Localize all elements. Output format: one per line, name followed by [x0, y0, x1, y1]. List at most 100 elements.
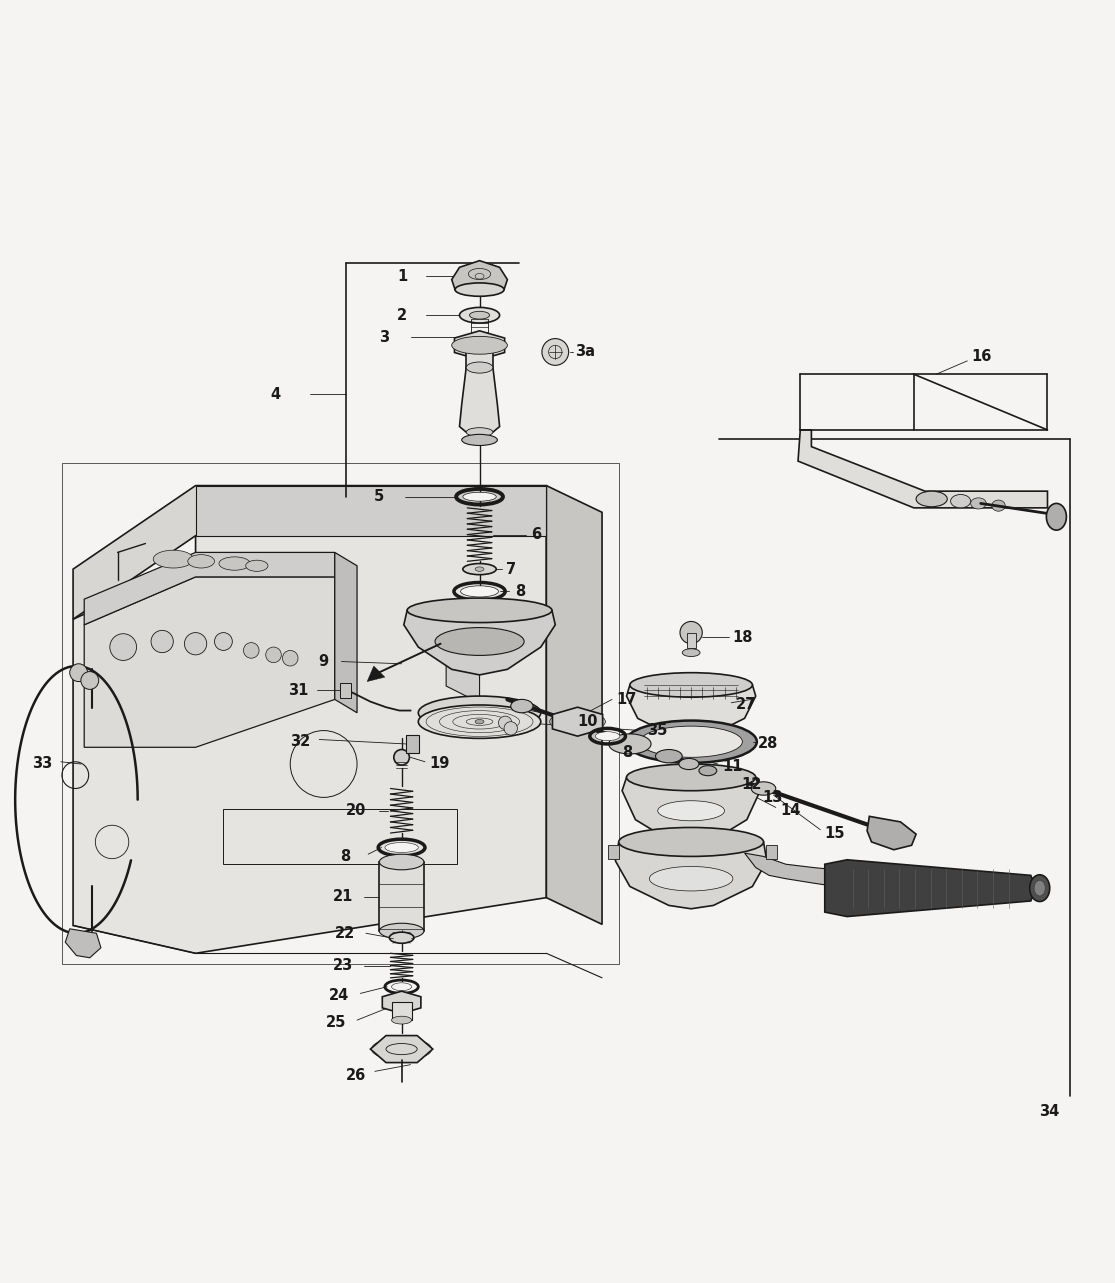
Bar [608, 845, 619, 858]
Ellipse shape [699, 766, 717, 776]
Ellipse shape [752, 781, 776, 795]
Text: 31: 31 [288, 683, 309, 698]
Text: 8: 8 [622, 745, 632, 761]
Circle shape [214, 633, 232, 650]
Ellipse shape [679, 758, 699, 770]
Ellipse shape [455, 284, 504, 296]
Ellipse shape [153, 550, 193, 568]
Text: 7: 7 [506, 562, 516, 576]
Ellipse shape [466, 362, 493, 373]
Circle shape [243, 643, 259, 658]
Ellipse shape [971, 498, 987, 509]
Text: 15: 15 [825, 825, 845, 840]
Text: 14: 14 [780, 803, 801, 819]
Bar [223, 808, 457, 865]
Text: 5: 5 [374, 489, 384, 504]
Ellipse shape [460, 586, 498, 597]
Polygon shape [867, 816, 917, 849]
Ellipse shape [656, 749, 682, 763]
Text: 16: 16 [972, 349, 992, 364]
Text: 20: 20 [346, 803, 367, 819]
Text: 32: 32 [290, 734, 310, 749]
Polygon shape [85, 553, 334, 625]
Bar [62, 463, 619, 965]
Ellipse shape [418, 704, 541, 739]
Ellipse shape [435, 627, 524, 656]
Ellipse shape [640, 726, 743, 757]
Ellipse shape [475, 567, 484, 571]
Text: 19: 19 [429, 757, 449, 771]
Text: 25: 25 [326, 1015, 347, 1030]
Circle shape [680, 621, 702, 644]
Text: 26: 26 [346, 1069, 366, 1083]
Circle shape [70, 663, 88, 681]
Ellipse shape [385, 843, 418, 852]
Text: 13: 13 [763, 790, 783, 804]
Text: 8: 8 [515, 584, 525, 599]
Polygon shape [745, 853, 836, 887]
Ellipse shape [391, 1016, 411, 1024]
Text: 23: 23 [332, 958, 352, 973]
Text: 28: 28 [758, 736, 778, 752]
Polygon shape [452, 260, 507, 290]
Circle shape [542, 339, 569, 366]
Bar [766, 845, 777, 858]
Text: 33: 33 [32, 757, 52, 771]
Ellipse shape [418, 697, 541, 730]
Polygon shape [459, 367, 500, 432]
Bar [379, 862, 424, 931]
Text: 4: 4 [270, 386, 280, 402]
Ellipse shape [550, 712, 605, 731]
Bar [340, 683, 351, 698]
Text: 34: 34 [1038, 1103, 1059, 1119]
Polygon shape [798, 430, 1047, 508]
Ellipse shape [658, 801, 725, 821]
Ellipse shape [511, 699, 533, 713]
Ellipse shape [917, 491, 948, 507]
Ellipse shape [1034, 880, 1045, 896]
Text: 22: 22 [334, 926, 355, 940]
Ellipse shape [466, 427, 493, 436]
Ellipse shape [649, 866, 733, 890]
Circle shape [81, 671, 99, 689]
Circle shape [110, 634, 136, 661]
Polygon shape [825, 860, 1036, 916]
Ellipse shape [394, 749, 409, 765]
Bar [687, 633, 696, 648]
Bar [406, 735, 419, 753]
Text: 35: 35 [647, 724, 667, 738]
Ellipse shape [389, 933, 414, 943]
Bar [466, 345, 493, 367]
Text: 2: 2 [397, 308, 407, 323]
Ellipse shape [619, 828, 764, 857]
Ellipse shape [951, 494, 971, 508]
Text: 6: 6 [531, 527, 541, 543]
Ellipse shape [1046, 503, 1066, 530]
Circle shape [282, 650, 298, 666]
Ellipse shape [469, 312, 489, 319]
Circle shape [498, 716, 512, 730]
Ellipse shape [595, 731, 620, 740]
Polygon shape [74, 536, 546, 953]
Polygon shape [552, 707, 602, 736]
Text: 1: 1 [397, 268, 407, 284]
Ellipse shape [187, 554, 214, 568]
Ellipse shape [379, 924, 424, 939]
Bar [391, 1002, 411, 1020]
Polygon shape [370, 1035, 433, 1062]
Polygon shape [404, 611, 555, 675]
Ellipse shape [682, 649, 700, 657]
Circle shape [151, 630, 173, 653]
Ellipse shape [459, 308, 500, 323]
Circle shape [184, 633, 206, 654]
Ellipse shape [219, 557, 250, 570]
Ellipse shape [992, 500, 1005, 511]
Ellipse shape [463, 493, 496, 502]
Ellipse shape [475, 720, 484, 724]
Polygon shape [622, 777, 760, 842]
Polygon shape [615, 842, 767, 908]
Circle shape [504, 721, 517, 735]
Polygon shape [382, 992, 420, 1014]
Ellipse shape [609, 734, 651, 754]
Text: 10: 10 [578, 715, 598, 729]
